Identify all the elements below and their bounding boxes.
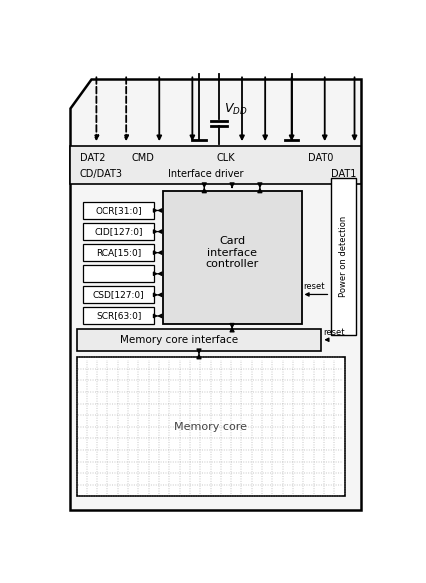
Text: CMD: CMD bbox=[131, 153, 154, 163]
Text: Memory core interface: Memory core interface bbox=[120, 335, 238, 345]
Bar bbox=[83, 286, 154, 303]
Text: SCR[63:0]: SCR[63:0] bbox=[96, 311, 141, 321]
Text: $V_{DD}$: $V_{DD}$ bbox=[223, 102, 247, 117]
Bar bbox=[83, 223, 154, 240]
Text: Power on detection: Power on detection bbox=[339, 216, 348, 297]
Bar bbox=[83, 265, 154, 282]
Polygon shape bbox=[70, 79, 360, 510]
Text: reset: reset bbox=[302, 282, 324, 291]
Bar bbox=[76, 329, 321, 350]
Text: Memory core: Memory core bbox=[174, 422, 247, 432]
Text: reset: reset bbox=[322, 328, 344, 337]
Bar bbox=[83, 202, 154, 219]
Bar bbox=[76, 357, 344, 497]
Text: DAT2: DAT2 bbox=[80, 153, 105, 163]
Text: Card
interface
controller: Card interface controller bbox=[205, 236, 258, 269]
Text: OCR[31:0]: OCR[31:0] bbox=[95, 206, 142, 215]
Bar bbox=[331, 178, 355, 335]
Text: DAT0: DAT0 bbox=[308, 153, 333, 163]
Bar bbox=[83, 307, 154, 325]
Text: CSD[127:0]: CSD[127:0] bbox=[93, 290, 144, 299]
Bar bbox=[162, 191, 301, 324]
Text: CID[127:0]: CID[127:0] bbox=[94, 227, 143, 236]
Text: CD/DAT3: CD/DAT3 bbox=[80, 168, 123, 179]
Text: CLK: CLK bbox=[216, 153, 234, 163]
Bar bbox=[70, 146, 360, 184]
Bar bbox=[83, 244, 154, 261]
Text: Interface driver: Interface driver bbox=[167, 168, 243, 179]
Text: RCA[15:0]: RCA[15:0] bbox=[96, 248, 141, 257]
Text: DAT1: DAT1 bbox=[331, 168, 356, 179]
